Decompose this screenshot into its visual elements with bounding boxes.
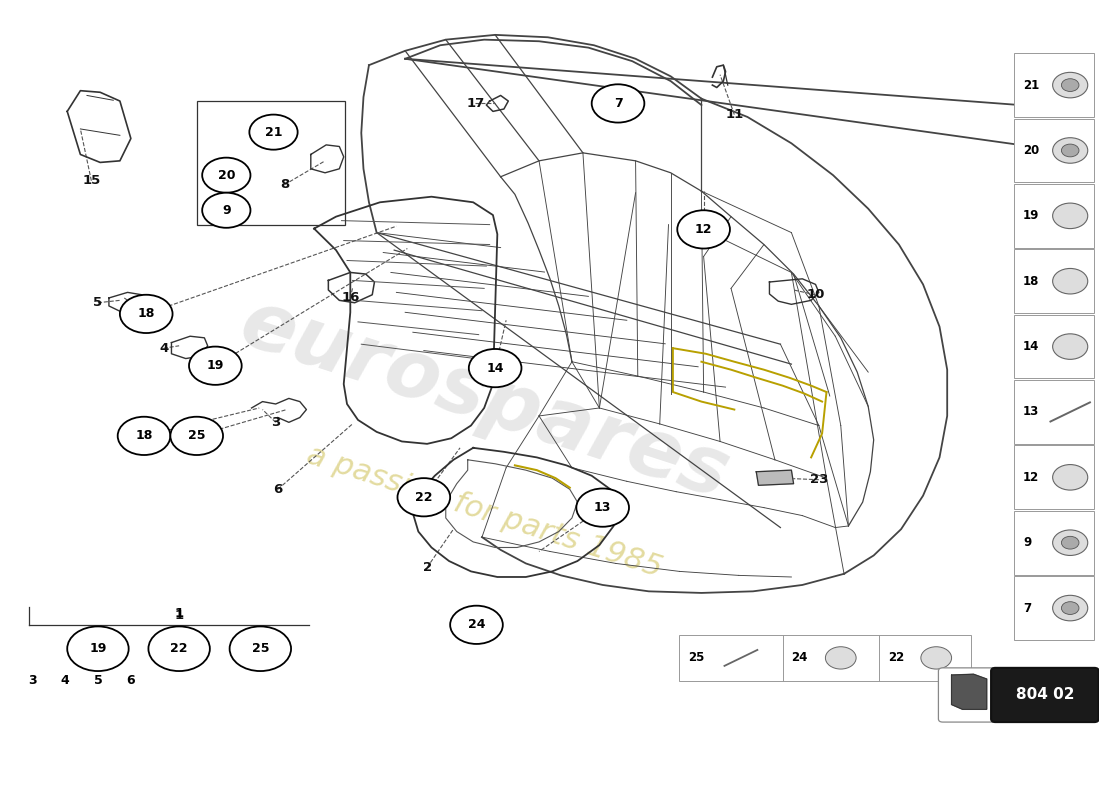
Text: 9: 9	[1023, 536, 1031, 550]
Text: a passion for parts 1985: a passion for parts 1985	[302, 440, 666, 583]
Polygon shape	[757, 470, 793, 486]
Text: 8: 8	[279, 178, 289, 191]
Text: 4: 4	[160, 342, 168, 354]
Text: 24: 24	[468, 618, 485, 631]
Text: eurospares: eurospares	[230, 284, 738, 516]
Text: 12: 12	[1023, 471, 1040, 484]
Text: 18: 18	[1023, 274, 1040, 288]
Circle shape	[67, 626, 129, 671]
Circle shape	[1053, 530, 1088, 555]
Text: 18: 18	[135, 430, 153, 442]
Text: 11: 11	[725, 108, 744, 121]
Text: 3: 3	[271, 416, 281, 429]
Text: 21: 21	[1023, 78, 1040, 91]
Circle shape	[678, 210, 730, 249]
Text: 7: 7	[1023, 602, 1031, 614]
Circle shape	[1062, 144, 1079, 157]
Circle shape	[1053, 334, 1088, 359]
Text: 5: 5	[94, 674, 102, 687]
Circle shape	[202, 158, 251, 193]
Text: 13: 13	[1023, 406, 1040, 418]
Circle shape	[1062, 78, 1079, 91]
Text: 1: 1	[175, 609, 184, 622]
Circle shape	[1053, 72, 1088, 98]
Text: 9: 9	[222, 204, 231, 217]
Text: 1: 1	[175, 607, 184, 620]
Circle shape	[397, 478, 450, 516]
Text: 2: 2	[422, 561, 431, 574]
Text: 804 02: 804 02	[1015, 687, 1074, 702]
Text: 21: 21	[265, 126, 283, 138]
Text: 14: 14	[486, 362, 504, 374]
Circle shape	[1062, 536, 1079, 549]
Text: 3: 3	[28, 674, 36, 687]
Text: 19: 19	[1023, 210, 1040, 222]
Text: 25: 25	[689, 651, 705, 665]
Circle shape	[450, 606, 503, 644]
Text: 16: 16	[341, 291, 360, 305]
Circle shape	[250, 114, 298, 150]
Text: 23: 23	[810, 474, 828, 486]
Text: 12: 12	[695, 223, 713, 236]
Text: 18: 18	[138, 307, 155, 321]
Text: 22: 22	[415, 490, 432, 504]
FancyBboxPatch shape	[1014, 184, 1094, 248]
Polygon shape	[952, 674, 987, 710]
FancyBboxPatch shape	[1014, 250, 1094, 313]
Text: 25: 25	[252, 642, 270, 655]
Text: 6: 6	[126, 674, 135, 687]
Circle shape	[120, 294, 173, 333]
Circle shape	[469, 349, 521, 387]
Circle shape	[170, 417, 223, 455]
Text: 13: 13	[594, 501, 612, 514]
Text: 22: 22	[888, 651, 904, 665]
Circle shape	[148, 626, 210, 671]
FancyBboxPatch shape	[680, 635, 971, 681]
Text: 19: 19	[89, 642, 107, 655]
FancyBboxPatch shape	[1014, 380, 1094, 444]
Text: 20: 20	[1023, 144, 1040, 157]
Circle shape	[230, 626, 292, 671]
FancyBboxPatch shape	[1014, 54, 1094, 117]
Text: 5: 5	[94, 296, 102, 310]
Text: 24: 24	[791, 651, 807, 665]
Text: 20: 20	[218, 169, 235, 182]
Text: 22: 22	[170, 642, 188, 655]
Circle shape	[592, 84, 645, 122]
FancyBboxPatch shape	[991, 668, 1099, 722]
Text: 19: 19	[207, 359, 224, 372]
Circle shape	[1053, 138, 1088, 163]
Circle shape	[1053, 203, 1088, 229]
Circle shape	[1053, 595, 1088, 621]
Text: 6: 6	[273, 482, 283, 496]
FancyBboxPatch shape	[1014, 446, 1094, 510]
Text: 17: 17	[466, 97, 484, 110]
Circle shape	[1053, 269, 1088, 294]
Circle shape	[202, 193, 251, 228]
Circle shape	[189, 346, 242, 385]
FancyBboxPatch shape	[1014, 511, 1094, 574]
Circle shape	[1062, 602, 1079, 614]
Circle shape	[1053, 465, 1088, 490]
Circle shape	[921, 646, 952, 669]
Text: 25: 25	[188, 430, 206, 442]
Text: 10: 10	[806, 288, 825, 302]
Text: 4: 4	[60, 674, 69, 687]
FancyBboxPatch shape	[1014, 118, 1094, 182]
FancyBboxPatch shape	[1014, 576, 1094, 640]
Circle shape	[825, 646, 856, 669]
FancyBboxPatch shape	[1014, 314, 1094, 378]
Text: 14: 14	[1023, 340, 1040, 353]
Text: 7: 7	[614, 97, 623, 110]
Text: 15: 15	[82, 174, 100, 187]
Circle shape	[576, 489, 629, 526]
Circle shape	[118, 417, 170, 455]
FancyBboxPatch shape	[938, 668, 998, 722]
